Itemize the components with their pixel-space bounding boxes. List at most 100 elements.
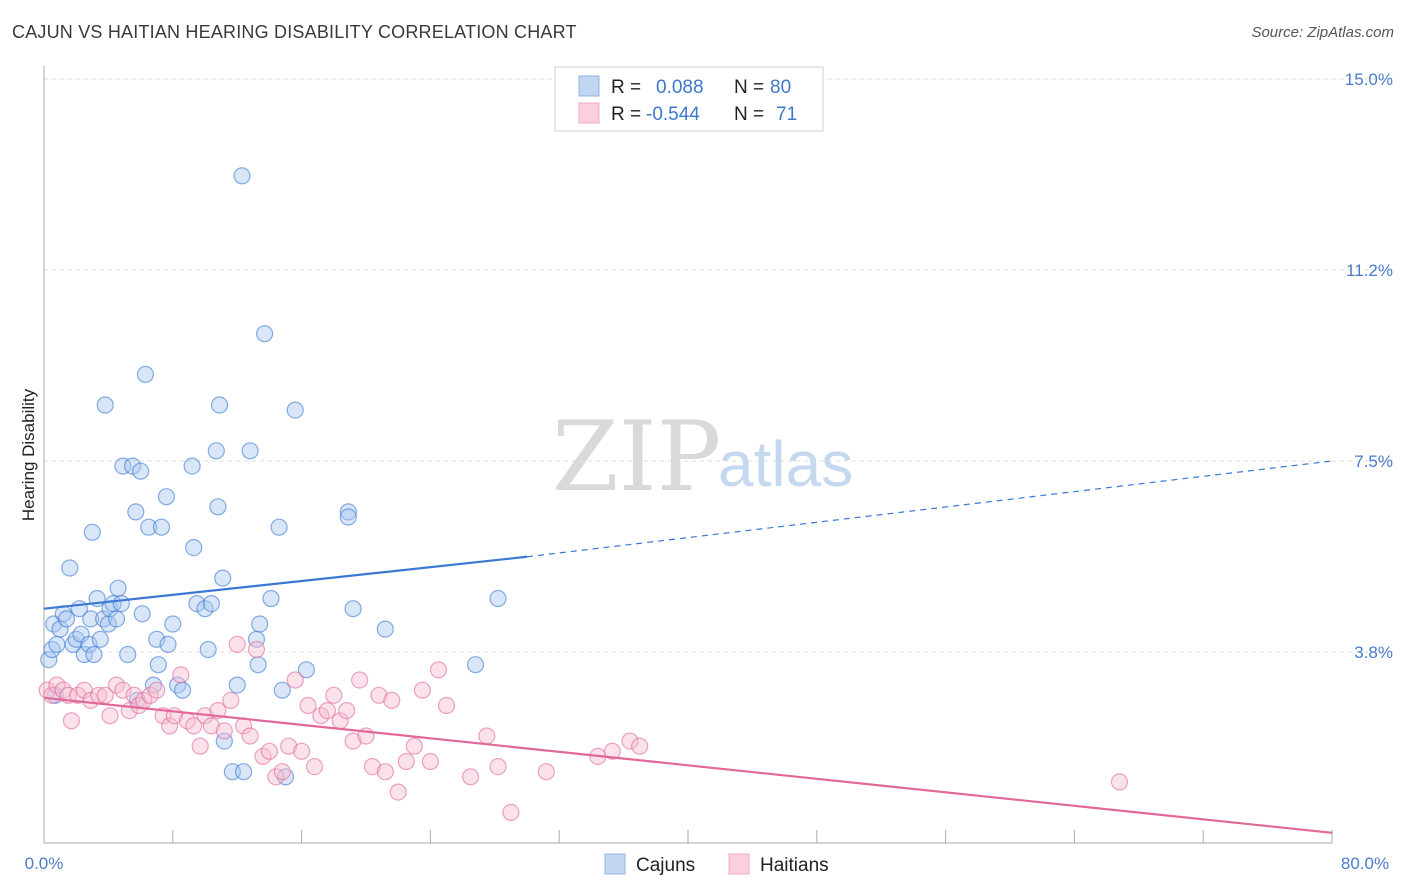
point-haitians-16 [130,696,148,715]
point-cajuns-53 [209,498,227,516]
point-haitians-65 [478,727,496,745]
point-haitians-35 [247,640,266,659]
point-cajuns-28 [114,457,132,475]
point-cajuns-16 [83,523,101,541]
point-haitians-41 [286,671,304,689]
point-cajuns-64 [251,615,269,633]
legend-n-value-cajuns: 80 [770,77,791,98]
point-haitians-56 [383,691,401,710]
x-tick-label-min: 0.0% [25,854,64,873]
point-cajuns-15 [82,610,100,628]
x-ticks [172,830,1333,843]
point-cajuns-35 [136,365,154,383]
point-cajuns-34 [133,605,151,623]
point-haitians-51 [351,671,369,689]
point-cajuns-36 [140,518,158,536]
y-tick-label-1: 7.5% [1354,452,1393,471]
x-tick-label-max: 80.0% [1341,854,1389,873]
point-haitians-21 [161,717,179,735]
y-tick-labels: 3.8% 7.5% 11.2% 15.0% [1345,70,1393,662]
legend-top: R = 0.088 N = 80 R = -0.544 N = 71 [554,66,824,132]
legend-n-label-cajuns: N = [734,77,764,98]
point-haitians-58 [397,752,415,771]
legend-n-label-haitians: N = [734,104,764,125]
point-cajuns-67 [270,518,288,536]
point-cajuns-65 [256,325,274,343]
point-haitians-23 [172,666,190,684]
point-cajuns-56 [215,732,233,750]
y-tick-label-0: 3.8% [1354,643,1393,662]
point-haitians-62 [429,661,448,679]
point-cajuns-33 [132,462,150,480]
point-cajuns-0 [40,650,58,669]
point-cajuns-68 [273,681,291,699]
point-cajuns-55 [214,569,232,587]
legend-swatch-haitians [578,102,600,124]
point-haitians-61 [421,752,439,771]
legend-bottom-label-cajuns: Cajuns [636,855,695,876]
point-haitians-19 [148,681,166,699]
point-haitians-43 [299,696,317,715]
legend-bottom-swatch-cajuns [604,853,626,875]
point-cajuns-75 [376,620,394,638]
point-cajuns-20 [94,610,113,628]
legend-r-label-haitians: R = [611,104,641,125]
point-haitians-32 [228,635,246,654]
point-haitians-67 [502,803,520,822]
point-haitians-39 [273,763,291,781]
point-cajuns-42 [159,635,177,654]
point-haitians-64 [462,768,480,786]
point-cajuns-25 [107,610,126,628]
y-axis-label: Hearing Disability [19,388,38,521]
trend-lines [43,460,1333,834]
point-haitians-50 [344,732,362,750]
point-haitians-13 [114,681,132,699]
point-haitians-53 [363,757,381,776]
point-cajuns-40 [152,518,171,536]
point-cajuns-13 [75,645,93,664]
trend-line-cajuns [43,555,528,610]
point-cajuns-72 [339,503,357,521]
legend-bottom-swatch-haitians [728,853,750,875]
legend-box [554,66,824,132]
point-cajuns-45 [173,681,192,699]
point-cajuns-52 [207,442,225,460]
point-haitians-59 [405,737,423,755]
point-cajuns-77 [489,589,507,608]
point-haitians-42 [293,742,311,760]
point-cajuns-76 [466,656,485,674]
point-cajuns-37 [144,676,163,694]
trend-line-haitians [43,696,1333,834]
trend-line-cajuns-extension [526,460,1333,558]
watermark-atlas: atlas [718,428,853,500]
point-haitians-71 [621,732,639,750]
point-haitians-28 [202,717,220,735]
point-cajuns-74 [344,600,362,618]
point-cajuns-58 [228,676,246,694]
point-cajuns-41 [157,488,175,506]
point-haitians-66 [489,757,507,776]
point-cajuns-73 [339,508,357,526]
point-haitians-57 [389,783,407,801]
point-cajuns-1 [43,640,61,659]
point-haitians-31 [222,691,240,710]
point-cajuns-63 [249,656,267,674]
point-haitians-26 [191,737,209,755]
point-cajuns-27 [112,594,130,613]
point-haitians-46 [318,701,336,720]
point-cajuns-14 [80,635,98,654]
point-haitians-72 [631,737,649,755]
point-cajuns-54 [210,396,229,414]
point-cajuns-51 [202,594,220,613]
y-tick-label-2: 11.2% [1346,261,1393,280]
point-haitians-44 [305,757,324,776]
legend-n-value-haitians: 71 [776,104,797,125]
point-haitians-54 [370,686,388,704]
point-haitians-40 [280,737,298,755]
point-cajuns-46 [183,457,201,475]
point-cajuns-4 [48,635,66,654]
point-cajuns-60 [235,763,253,781]
point-cajuns-70 [286,401,304,419]
point-cajuns-10 [67,630,85,648]
point-cajuns-66 [262,589,280,608]
